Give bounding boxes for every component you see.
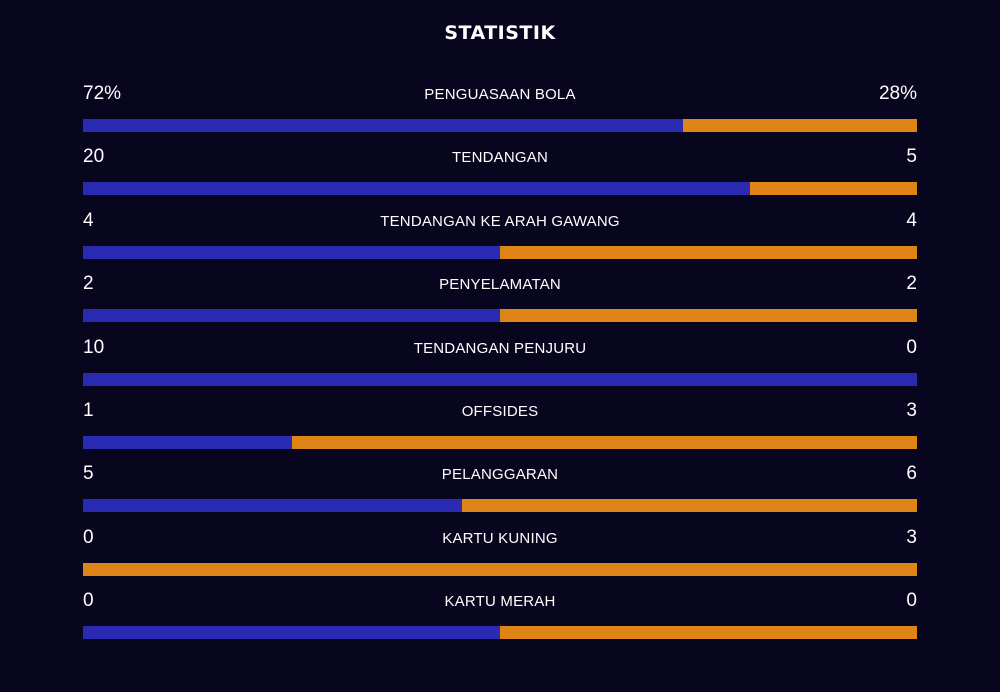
- stats-title: STATISTIK: [444, 22, 556, 44]
- away-bar-fill: [500, 626, 917, 640]
- stat-label: PENGUASAAN BOLA: [424, 86, 576, 103]
- home-bar-fill: [83, 309, 500, 323]
- away-value: 3: [906, 399, 917, 421]
- stat-row-offsides: 1 OFFSIDES 3: [83, 397, 917, 460]
- away-value: 28%: [878, 83, 917, 104]
- home-value: 1: [83, 399, 94, 421]
- comparison-bar: [83, 562, 917, 576]
- home-bar-fill: [83, 372, 917, 386]
- stat-row-red-cards: 0 KARTU MERAH 0: [83, 587, 917, 650]
- home-value: 5: [83, 463, 94, 485]
- away-value: 0: [906, 336, 917, 358]
- away-bar-fill: [83, 562, 917, 576]
- comparison-bar: [83, 435, 917, 449]
- stat-label: KARTU KUNING: [442, 529, 558, 547]
- away-value: 2: [906, 273, 917, 295]
- away-value: 0: [906, 590, 917, 612]
- away-value: 5: [906, 146, 917, 168]
- stat-label: KARTU MERAH: [444, 593, 556, 611]
- home-bar-fill: [83, 499, 463, 513]
- home-value: 2: [83, 273, 94, 295]
- comparison-bar: [83, 372, 917, 386]
- comparison-bar: [83, 182, 917, 196]
- comparison-bar: [83, 309, 917, 323]
- stat-row-fouls: 5 PELANGGARAN 6: [83, 460, 917, 523]
- stat-label: OFFSIDES: [461, 402, 539, 420]
- stat-label: PELANGGARAN: [441, 466, 559, 484]
- home-bar-fill: [83, 626, 500, 640]
- stat-row-saves: 2 PENYELAMATAN 2: [83, 270, 917, 333]
- home-bar-fill: [83, 245, 500, 259]
- stat-label: TENDANGAN: [452, 149, 548, 167]
- comparison-bar: [83, 245, 917, 259]
- comparison-bar: [83, 499, 917, 513]
- away-bar-fill: [291, 435, 917, 449]
- stat-row-shots-on-target: 4 TENDANGAN KE ARAH GAWANG 4: [83, 207, 917, 270]
- stat-row-possession: 72% PENGUASAAN BOLA 28%: [83, 80, 917, 143]
- home-value: 0: [83, 526, 94, 548]
- home-value: 4: [83, 209, 94, 231]
- away-bar-fill: [500, 309, 917, 323]
- stat-label: TENDANGAN PENJURU: [413, 339, 587, 357]
- stat-row-corners: 10 TENDANGAN PENJURU 0: [83, 334, 917, 397]
- stat-row-shots: 20 TENDANGAN 5: [83, 143, 917, 206]
- away-value: 3: [906, 526, 917, 548]
- home-value: 20: [83, 146, 105, 168]
- home-value: 0: [83, 590, 94, 612]
- away-bar-fill: [750, 182, 917, 196]
- stats-list: 72% PENGUASAAN BOLA 28% 20 TENDANGAN 5 4…: [83, 80, 917, 651]
- home-bar-fill: [83, 119, 684, 132]
- home-value: 10: [83, 336, 105, 358]
- away-value: 4: [906, 209, 917, 231]
- comparison-bar: [83, 626, 917, 640]
- stat-label: TENDANGAN KE ARAH GAWANG: [380, 212, 620, 230]
- away-bar-fill: [683, 119, 917, 132]
- stat-label: PENYELAMATAN: [439, 276, 561, 294]
- away-bar-fill: [500, 245, 917, 259]
- stat-row-yellow-cards: 0 KARTU KUNING 3: [83, 524, 917, 587]
- away-value: 6: [906, 463, 917, 485]
- home-bar-fill: [83, 182, 751, 196]
- home-value: 72%: [83, 83, 122, 104]
- comparison-bar: [83, 119, 917, 132]
- away-bar-fill: [462, 499, 917, 513]
- home-bar-fill: [83, 435, 292, 449]
